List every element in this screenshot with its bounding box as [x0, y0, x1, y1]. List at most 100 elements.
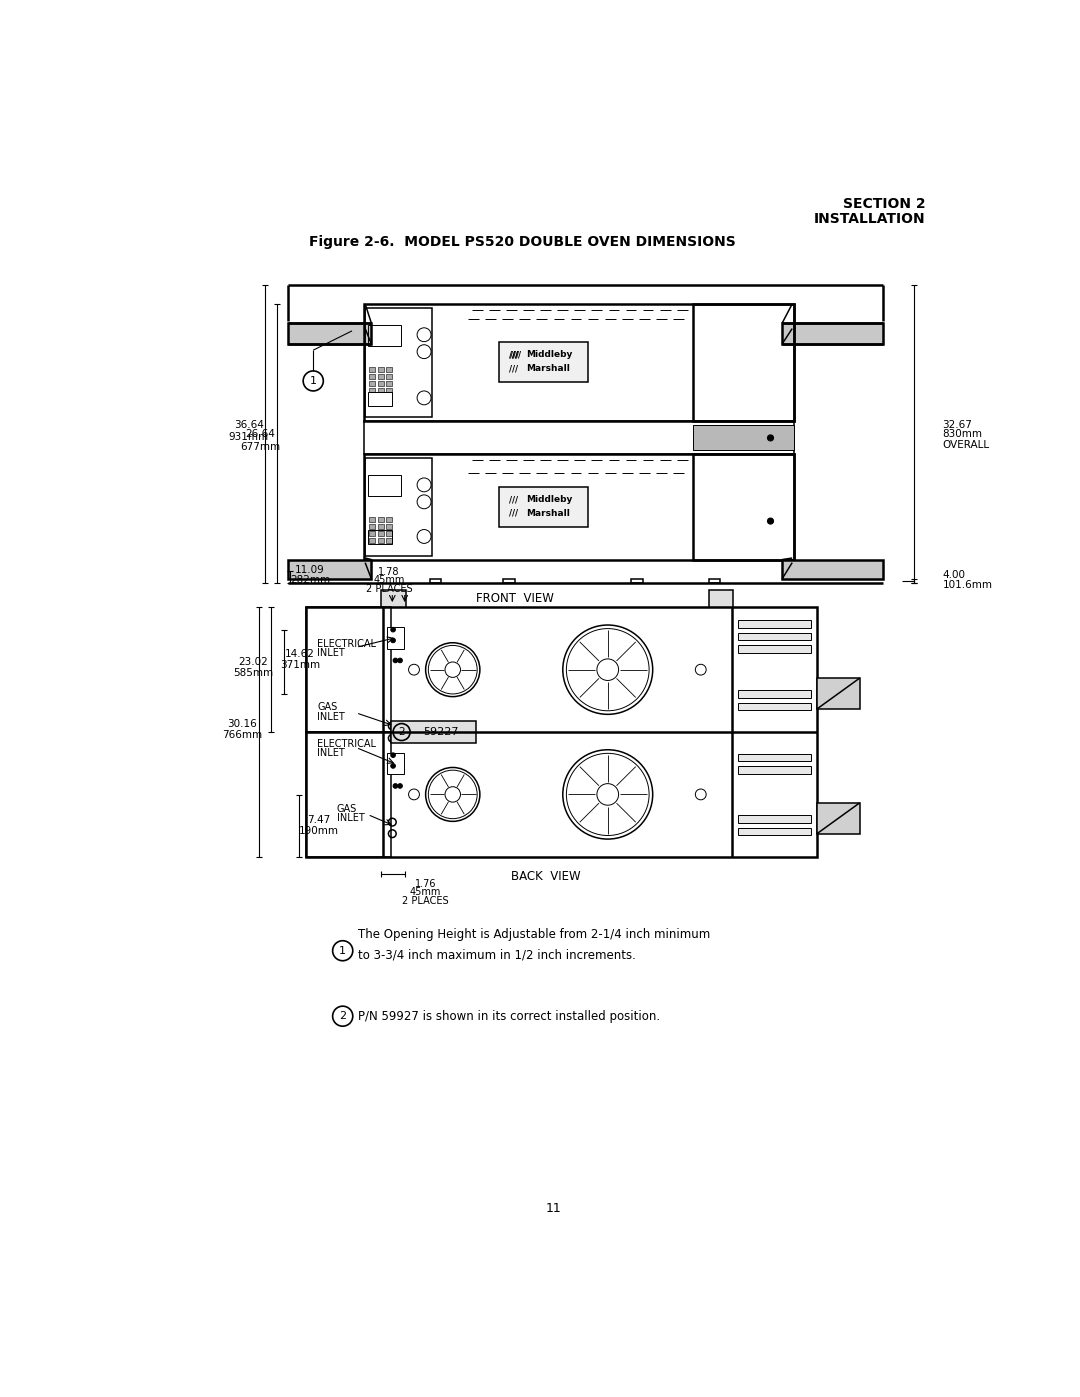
Bar	[738, 620, 811, 629]
Bar	[387, 524, 392, 529]
Circle shape	[768, 434, 773, 441]
Bar	[738, 633, 811, 640]
Text: BACK  VIEW: BACK VIEW	[511, 869, 581, 883]
Bar	[738, 645, 811, 652]
Text: 59227: 59227	[423, 726, 459, 738]
Text: OVERALL: OVERALL	[943, 440, 989, 450]
Text: 23.02: 23.02	[239, 657, 269, 666]
Bar	[387, 388, 392, 393]
Bar	[738, 766, 811, 774]
Text: ///: ///	[509, 495, 517, 504]
Bar	[306, 606, 816, 856]
Bar	[499, 342, 589, 383]
Text: 36.64: 36.64	[234, 420, 264, 430]
Text: 26.64: 26.64	[245, 429, 275, 440]
Bar	[306, 606, 391, 732]
Text: 1: 1	[310, 376, 316, 386]
Text: 2: 2	[339, 1011, 347, 1021]
Bar	[387, 517, 392, 522]
Bar	[738, 690, 811, 698]
Circle shape	[393, 784, 397, 788]
Text: 1.78: 1.78	[378, 567, 400, 577]
Text: Middleby: Middleby	[526, 351, 572, 359]
Bar	[365, 307, 432, 418]
Bar	[693, 454, 794, 560]
Text: ///: ///	[509, 509, 517, 518]
Circle shape	[391, 638, 395, 643]
Text: 585mm: 585mm	[233, 668, 273, 678]
Text: INLET: INLET	[318, 648, 345, 658]
Bar	[391, 721, 476, 743]
Bar	[693, 425, 794, 450]
Bar	[365, 458, 432, 556]
Circle shape	[397, 658, 403, 662]
Bar	[693, 305, 794, 420]
Text: 1: 1	[339, 946, 347, 956]
Text: ELECTRICAL: ELECTRICAL	[318, 739, 376, 749]
Text: 101.6mm: 101.6mm	[943, 580, 993, 590]
Text: Marshall: Marshall	[526, 509, 570, 518]
Circle shape	[393, 658, 397, 662]
Bar	[364, 420, 794, 454]
Circle shape	[391, 753, 395, 757]
Bar	[369, 538, 375, 542]
Text: ///: ///	[509, 365, 517, 373]
Text: Middleby: Middleby	[526, 495, 572, 504]
Text: 11: 11	[545, 1203, 562, 1215]
Text: 2 PLACES: 2 PLACES	[366, 584, 413, 594]
Polygon shape	[288, 560, 372, 578]
Bar	[738, 827, 811, 835]
Text: INLET: INLET	[337, 813, 364, 823]
Text: INSTALLATION: INSTALLATION	[814, 212, 926, 226]
Text: Marshall: Marshall	[526, 365, 570, 373]
Text: The Opening Height is Adjustable from 2-1/4 inch minimum
to 3-3/4 inch maximum i: The Opening Height is Adjustable from 2-…	[359, 928, 711, 961]
Bar	[738, 753, 811, 761]
Polygon shape	[782, 560, 882, 578]
Text: Figure 2-6.  MODEL PS520 DOUBLE OVEN DIMENSIONS: Figure 2-6. MODEL PS520 DOUBLE OVEN DIME…	[309, 235, 735, 249]
Text: 371mm: 371mm	[280, 659, 320, 671]
Text: ///: ///	[509, 351, 517, 359]
Bar	[499, 488, 589, 527]
Text: 2 PLACES: 2 PLACES	[403, 895, 449, 905]
Bar	[381, 590, 406, 606]
Text: 14.62: 14.62	[285, 650, 315, 659]
Bar	[378, 374, 383, 379]
Bar	[387, 753, 404, 774]
Bar	[306, 732, 391, 856]
Text: 32.67: 32.67	[943, 420, 972, 430]
Bar	[369, 524, 375, 529]
Circle shape	[397, 784, 403, 788]
Text: 190mm: 190mm	[299, 826, 339, 835]
Polygon shape	[288, 323, 372, 344]
Text: GAS: GAS	[318, 703, 337, 712]
Bar	[378, 381, 383, 386]
Bar	[708, 578, 720, 584]
Text: 1.76: 1.76	[415, 879, 436, 888]
Text: 45mm: 45mm	[410, 887, 442, 897]
Bar	[708, 590, 733, 606]
Bar	[387, 381, 392, 386]
Bar	[378, 388, 383, 393]
Bar	[368, 391, 392, 405]
Text: 4.00: 4.00	[943, 570, 966, 580]
Bar	[369, 531, 375, 535]
Text: 766mm: 766mm	[221, 731, 262, 740]
Bar	[631, 578, 643, 584]
Bar	[430, 578, 441, 584]
Text: FRONT  VIEW: FRONT VIEW	[476, 592, 554, 605]
Text: 7.47: 7.47	[307, 814, 330, 824]
Bar	[738, 703, 811, 711]
Text: ///: ///	[510, 351, 519, 359]
Text: 11.09: 11.09	[295, 564, 325, 574]
Bar	[369, 388, 375, 393]
Bar	[738, 816, 811, 823]
Bar	[369, 374, 375, 379]
Bar	[503, 578, 515, 584]
Text: INLET: INLET	[318, 747, 345, 757]
Text: SECTION 2: SECTION 2	[842, 197, 926, 211]
Bar	[387, 627, 404, 648]
Bar	[369, 517, 375, 522]
Text: 830mm: 830mm	[943, 429, 983, 439]
Text: ELECTRICAL: ELECTRICAL	[318, 638, 376, 648]
Text: ///: ///	[512, 351, 521, 359]
